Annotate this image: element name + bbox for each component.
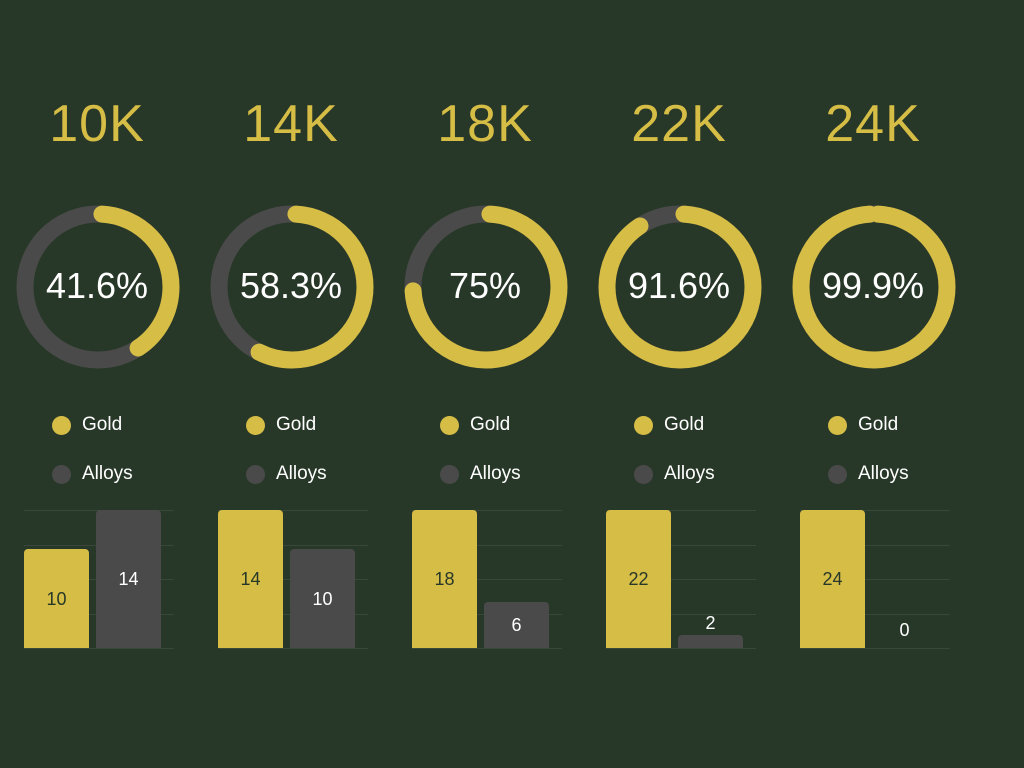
bar-label-gold: 22 — [628, 569, 649, 589]
legend-item-alloys: Alloys — [634, 462, 715, 486]
purity-donut — [792, 205, 956, 369]
grid-line — [606, 579, 756, 580]
legend-item-alloys: Alloys — [440, 462, 521, 486]
grid-line — [606, 544, 756, 546]
legend-dot-alloys — [440, 464, 459, 484]
grid-line — [218, 510, 368, 511]
karat-column: 10K 41.6% Gold Alloys 10 14 — [0, 0, 194, 768]
bar-label-alloys: 0 — [899, 620, 910, 640]
grid-line — [606, 613, 756, 615]
legend-item-gold: Gold — [440, 413, 510, 437]
bar-alloys — [678, 635, 743, 648]
gold-arc — [792, 205, 956, 369]
composition-bar-chart: 24 0 — [800, 496, 950, 652]
composition-bar-chart: 14 10 — [218, 496, 368, 652]
legend-item-alloys: Alloys — [828, 462, 909, 486]
karat-column: 14K 58.3% Gold Alloys 14 10 — [194, 0, 388, 768]
legend-item-gold: Gold — [634, 413, 704, 437]
legend-label-gold: Gold — [276, 414, 317, 435]
legend-item-gold: Gold — [246, 413, 316, 437]
karat-title: 18K — [437, 95, 533, 153]
legend-dot-gold — [52, 415, 71, 435]
karat-column: 18K 75% Gold Alloys 18 6 — [388, 0, 582, 768]
karat-title: 10K — [49, 95, 145, 153]
legend-dot-alloys — [634, 464, 653, 484]
purity-donut — [16, 205, 180, 369]
purity-donut — [598, 205, 762, 369]
grid-line — [606, 648, 756, 649]
purity-percentage: 41.6% — [45, 265, 149, 306]
gold-arc — [16, 205, 180, 369]
grid-line — [218, 544, 368, 546]
grid-line — [800, 579, 950, 580]
bar-label-gold: 24 — [822, 569, 843, 589]
bar-label-gold: 14 — [240, 569, 261, 589]
legend-label-alloys: Alloys — [858, 463, 909, 484]
bar-label-alloys: 6 — [511, 615, 522, 635]
bar-gold — [24, 549, 89, 648]
bar-label-gold: 18 — [434, 569, 455, 589]
composition-bar-chart: 18 6 — [412, 496, 562, 652]
grid-line — [412, 544, 562, 546]
gold-arc — [210, 205, 374, 369]
legend-label-gold: Gold — [664, 414, 705, 435]
grid-line — [412, 579, 562, 580]
purity-percentage: 58.3% — [239, 265, 343, 306]
legend-label-alloys: Alloys — [276, 463, 327, 484]
composition-bar-chart: 10 14 — [24, 496, 174, 652]
purity-donut — [210, 205, 374, 369]
legend-label-alloys: Alloys — [470, 463, 521, 484]
bar-alloys — [96, 510, 161, 648]
legend-dot-alloys — [52, 464, 71, 484]
legend-dot-gold — [246, 415, 265, 435]
karat-column: 24K 99.9% Gold Alloys 24 0 — [776, 0, 970, 768]
legend-dot-gold — [440, 415, 459, 435]
grid-line — [800, 544, 950, 546]
legend-dot-alloys — [246, 464, 265, 484]
purity-donut — [404, 205, 568, 369]
purity-percentage: 99.9% — [821, 265, 925, 306]
karat-title: 24K — [825, 95, 921, 153]
gold-arc — [404, 205, 568, 369]
gold-arc — [598, 205, 762, 369]
legend-dot-gold — [634, 415, 653, 435]
legend-label-alloys: Alloys — [82, 463, 133, 484]
grid-line — [800, 510, 950, 511]
grid-line — [24, 648, 174, 649]
grid-line — [800, 648, 950, 649]
karat-title: 14K — [243, 95, 339, 153]
bar-label-alloys: 10 — [312, 588, 333, 609]
legend-label-gold: Gold — [82, 414, 123, 435]
bar-gold — [800, 510, 865, 648]
composition-bar-chart: 22 2 — [606, 496, 756, 652]
grid-line — [800, 613, 950, 615]
bar-label-alloys: 14 — [118, 569, 139, 589]
grid-line — [412, 510, 562, 511]
bar-gold — [606, 510, 671, 648]
bar-label-alloys: 2 — [705, 613, 716, 634]
karat-title: 22K — [631, 95, 727, 153]
grid-line — [218, 648, 368, 649]
legend-label-gold: Gold — [858, 414, 899, 435]
bar-gold — [412, 510, 477, 648]
purity-percentage: 75% — [448, 265, 522, 306]
purity-percentage: 91.6% — [627, 265, 731, 306]
legend-dot-gold — [828, 415, 847, 435]
legend-label-alloys: Alloys — [664, 463, 715, 484]
grid-line — [412, 648, 562, 649]
legend-item-alloys: Alloys — [246, 462, 327, 486]
bar-alloys — [484, 602, 549, 648]
legend-dot-alloys — [828, 464, 847, 484]
legend-item-gold: Gold — [52, 413, 122, 437]
legend-label-gold: Gold — [470, 414, 511, 435]
karat-column: 22K 91.6% Gold Alloys 22 2 — [582, 0, 776, 768]
legend-item-gold: Gold — [828, 413, 898, 437]
bar-gold — [218, 510, 283, 648]
grid-line — [606, 510, 756, 511]
bar-alloys — [290, 549, 355, 648]
bar-label-gold: 10 — [46, 588, 67, 609]
legend-item-alloys: Alloys — [52, 462, 133, 486]
